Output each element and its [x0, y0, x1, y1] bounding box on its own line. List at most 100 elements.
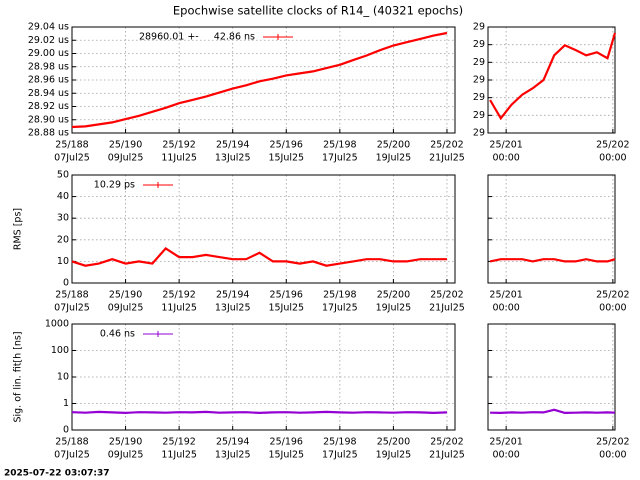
x-tick-date: 19Jul25 — [376, 303, 412, 314]
x-tick-label: 25/190 — [109, 290, 142, 301]
x-tick-label: 25/201 — [489, 290, 522, 301]
x-tick-date: 17Jul25 — [322, 450, 358, 461]
x-tick-date: 11Jul25 — [161, 153, 197, 164]
x-tick-label: 25/196 — [270, 290, 303, 301]
x-tick-date: 15Jul25 — [268, 153, 304, 164]
plot-frame — [71, 323, 456, 431]
y-tick-label: 29 — [473, 39, 485, 50]
data-line — [490, 408, 616, 415]
data-line — [71, 246, 447, 267]
data-line — [489, 258, 616, 263]
x-tick-label: 25/202 — [430, 290, 463, 301]
x-tick-label: 25/196 — [270, 140, 303, 151]
y-tick-label: 29 — [473, 75, 485, 86]
x-tick-date: 09Jul25 — [108, 303, 144, 314]
x-tick-label: 25/198 — [323, 290, 356, 301]
y-tick-label: 29.02 us — [28, 35, 69, 46]
x-tick-date: 00:00 — [492, 450, 519, 461]
x-tick-date: 17Jul25 — [322, 303, 358, 314]
y-tick-label: 28.94 us — [28, 88, 69, 99]
y-tick-label: 20 — [57, 234, 69, 245]
y-tick-label: 100 — [51, 345, 69, 356]
x-tick-label: 25/190 — [109, 140, 142, 151]
x-tick-date: 11Jul25 — [161, 303, 197, 314]
x-tick-label: 25/202 — [596, 140, 629, 151]
x-tick-label: 25/188 — [55, 140, 88, 151]
plot-frame — [487, 323, 616, 431]
x-tick-date: 15Jul25 — [268, 450, 304, 461]
x-tick-label: 25/200 — [377, 140, 410, 151]
x-tick-label: 25/196 — [270, 437, 303, 448]
plot-frame — [71, 174, 456, 284]
legend-label: 10.29 ps — [94, 180, 135, 191]
x-tick-label: 25/194 — [216, 140, 249, 151]
y-tick-label: 1 — [63, 398, 69, 409]
x-tick-label: 25/192 — [162, 290, 195, 301]
x-tick-label: 25/202 — [596, 437, 629, 448]
y-tick-label: 29.04 us — [28, 22, 69, 33]
x-tick-label: 25/194 — [216, 290, 249, 301]
y-tick-label: 30 — [57, 213, 69, 224]
x-tick-date: 11Jul25 — [161, 450, 197, 461]
x-tick-label: 25/202 — [596, 290, 629, 301]
y-tick-label: 28.96 us — [28, 75, 69, 86]
x-tick-label: 25/200 — [377, 437, 410, 448]
x-tick-date: 21Jul25 — [429, 153, 465, 164]
x-tick-label: 25/198 — [323, 140, 356, 151]
plot-frame — [487, 174, 616, 284]
y-tick-label: 29 — [473, 57, 485, 68]
x-tick-date: 13Jul25 — [215, 153, 251, 164]
y-tick-label: 29 — [473, 22, 485, 33]
x-tick-date: 00:00 — [599, 450, 626, 461]
x-tick-label: 25/202 — [430, 437, 463, 448]
y-tick-label: 29 — [473, 110, 485, 121]
x-tick-date: 17Jul25 — [322, 153, 358, 164]
x-tick-date: 09Jul25 — [108, 450, 144, 461]
x-tick-date: 13Jul25 — [215, 450, 251, 461]
y-tick-label: 29.00 us — [28, 48, 69, 59]
x-tick-label: 25/190 — [109, 437, 142, 448]
y-tick-label: 1000 — [45, 319, 69, 330]
y-tick-label: 28.98 us — [28, 61, 69, 72]
x-tick-date: 07Jul25 — [54, 303, 90, 314]
x-tick-date: 21Jul25 — [429, 303, 465, 314]
y-tick-label: 40 — [57, 191, 69, 202]
x-tick-label: 25/200 — [377, 290, 410, 301]
x-tick-label: 25/202 — [430, 140, 463, 151]
x-tick-date: 19Jul25 — [376, 153, 412, 164]
x-tick-label: 25/192 — [162, 140, 195, 151]
x-tick-label: 25/201 — [489, 437, 522, 448]
x-tick-date: 00:00 — [492, 153, 519, 164]
plot-frame — [71, 26, 456, 134]
x-tick-date: 00:00 — [599, 303, 626, 314]
y-tick-label: 10 — [57, 256, 69, 267]
x-tick-date: 09Jul25 — [108, 153, 144, 164]
y-tick-label: 0 — [63, 425, 69, 436]
y-tick-label: 10 — [57, 372, 69, 383]
data-line — [489, 32, 617, 121]
x-tick-date: 07Jul25 — [54, 153, 90, 164]
x-tick-date: 15Jul25 — [268, 303, 304, 314]
y-tick-label: 28.92 us — [28, 101, 69, 112]
data-line — [71, 410, 448, 415]
x-tick-label: 25/201 — [489, 140, 522, 151]
legend-label: 0.46 ns — [100, 329, 135, 340]
y-axis-label: RMS [ps] — [13, 208, 24, 250]
x-tick-date: 13Jul25 — [215, 303, 251, 314]
x-tick-date: 00:00 — [599, 153, 626, 164]
x-tick-label: 25/192 — [162, 437, 195, 448]
plot-frame — [487, 26, 616, 134]
timestamp: 2025-07-22 03:07:37 — [4, 469, 109, 479]
y-tick-label: 29 — [473, 128, 485, 139]
x-tick-date: 07Jul25 — [54, 450, 90, 461]
x-tick-label: 25/188 — [55, 437, 88, 448]
y-tick-label: 28.88 us — [28, 128, 69, 139]
y-axis-label: Sig. of lin. fit[h [ns] — [13, 331, 24, 422]
x-tick-label: 25/188 — [55, 290, 88, 301]
x-tick-label: 25/194 — [216, 437, 249, 448]
y-tick-label: 28.90 us — [28, 114, 69, 125]
chart-title: Epochwise satellite clocks of R14_ (4032… — [173, 4, 463, 18]
y-tick-label: 29 — [473, 92, 485, 103]
x-tick-date: 00:00 — [492, 303, 519, 314]
